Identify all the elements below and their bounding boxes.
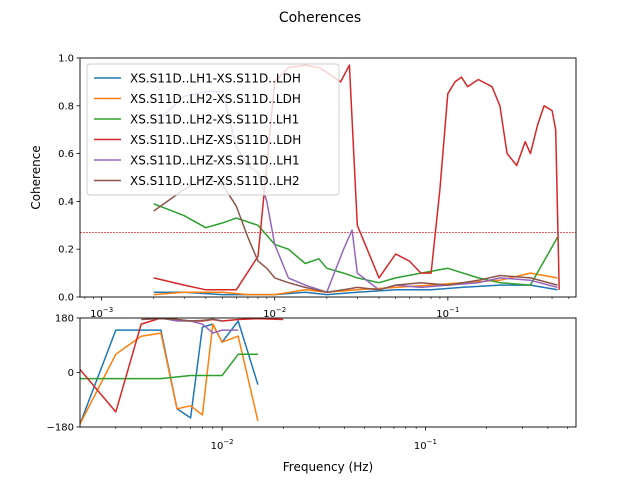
phase-y-tick-label: 180 <box>55 314 74 325</box>
phase-x-tick-label: 10−1 <box>414 438 437 452</box>
coherence-y-tick-label: 1.0 <box>58 54 74 65</box>
coherence-y-axis-label: Coherence <box>29 145 43 209</box>
coherence-y-tick-label: 0.0 <box>58 293 74 304</box>
coherence-series-3 <box>153 203 559 286</box>
legend-label: XS.S11D..LH2-XS.S11D..LH1 <box>130 113 299 127</box>
legend-label: XS.S11D..LHZ-XS.S11D..LDH <box>130 133 301 147</box>
phase-series-6 <box>141 318 223 322</box>
frequency-x-axis-label: Frequency (Hz) <box>283 460 374 474</box>
legend-label: XS.S11D..LH2-XS.S11D..LDH <box>130 92 301 106</box>
phase-axes: −180 0 180 10−2 10−1 Frequency (Hz) <box>47 314 577 474</box>
legend-label: XS.S11D..LHZ-XS.S11D..LH1 <box>130 154 300 168</box>
phase-y-tick-label: −180 <box>47 423 74 434</box>
coherence-y-tick-label: 0.6 <box>58 149 74 160</box>
coherence-y-tick-label: 0.2 <box>58 245 74 256</box>
phase-plot-area <box>80 318 284 425</box>
phase-series-5 <box>160 318 239 334</box>
phase-series-2 <box>80 323 259 425</box>
phase-y-tick-label: 0 <box>68 368 74 379</box>
phase-series-3 <box>80 353 258 380</box>
coherence-plot-area <box>80 64 576 296</box>
coherence-y-tick-label: 0.4 <box>58 197 74 208</box>
coherence-axes: 0.00.20.40.60.81.010−3 10−2 10−1 Coherence… <box>29 54 577 320</box>
legend-frame <box>86 63 340 196</box>
figure-title: Coherences <box>279 10 361 26</box>
legend-label: XS.S11D..LH1-XS.S11D..LDH <box>130 72 301 86</box>
phase-series-1 <box>80 320 259 425</box>
legend: XS.S11D..LH1-XS.S11D..LDH XS.S11D..LH2-XS… <box>86 63 340 196</box>
coherence-series-1 <box>153 284 558 296</box>
coherence-y-tick-label: 0.8 <box>58 101 74 112</box>
legend-label: XS.S11D..LHZ-XS.S11D..LH2 <box>130 174 300 188</box>
phase-x-tick-label: 10−2 <box>211 438 234 452</box>
coherence-axes-frame <box>79 57 577 298</box>
